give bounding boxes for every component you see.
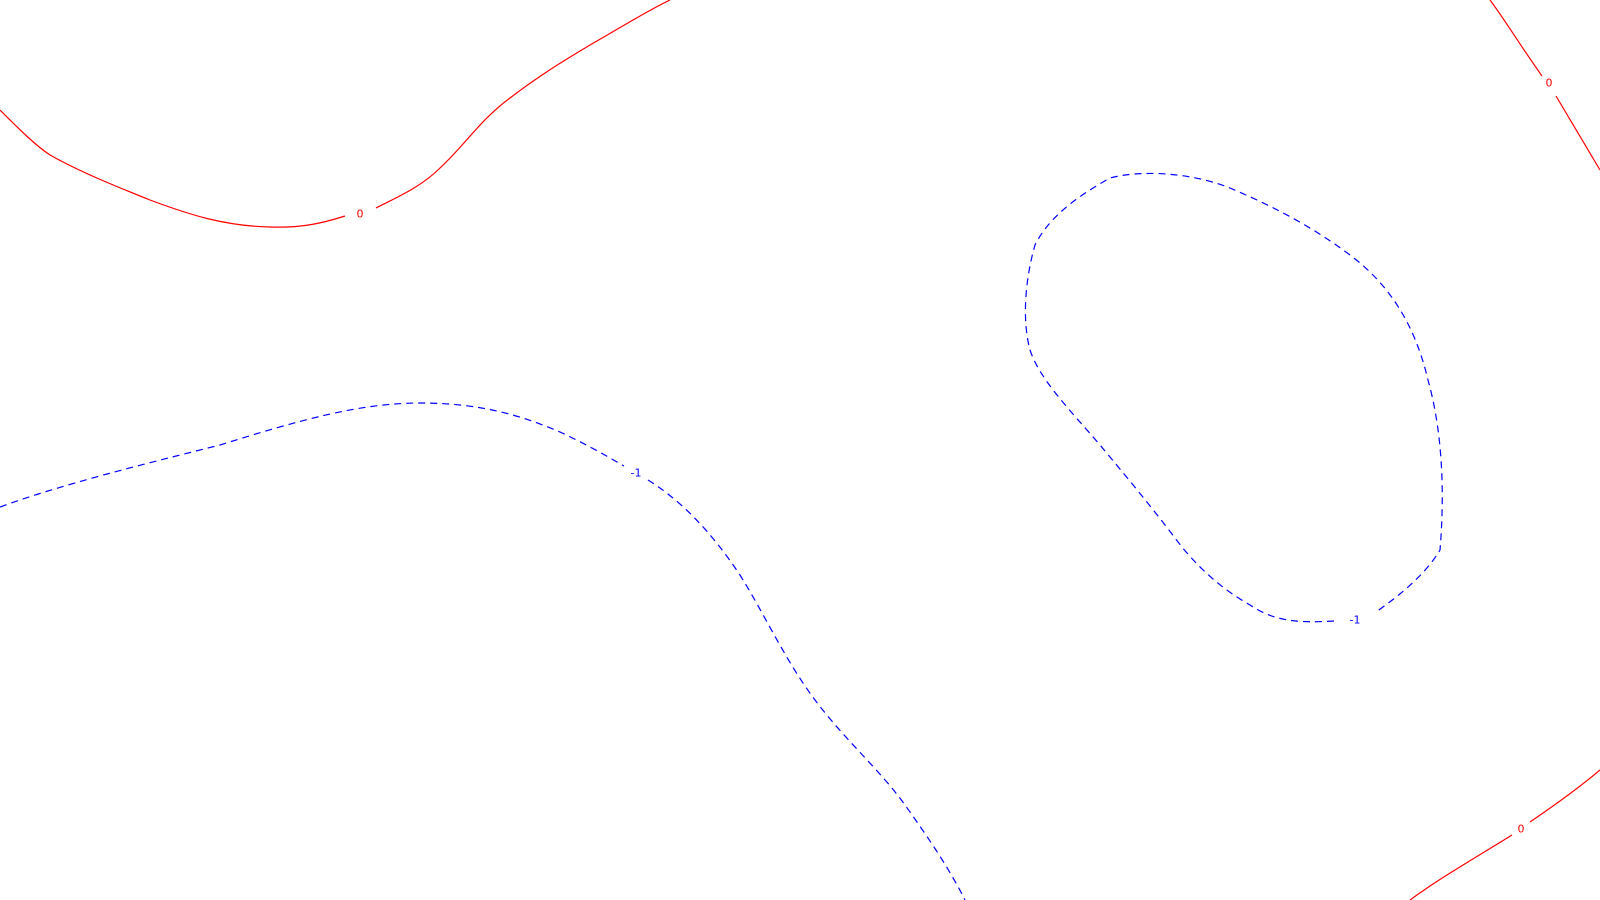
contour-line-zero-bottom-right: 0 [1409,769,1600,900]
contour-path [1489,0,1543,77]
contour-label: 0 [1546,77,1553,90]
contour-path [1409,834,1513,900]
contour-path [647,479,966,900]
contour-line-neg1-loop: -1 [1024,172,1443,627]
contour-path [0,109,346,228]
contour-path [0,402,625,508]
contour-path [1555,95,1600,171]
contour-line-neg1-left: -1 [0,402,966,900]
contour-label: 0 [1518,823,1525,836]
contour-path [375,0,671,209]
contour-path [1024,172,1443,623]
contour-label: -1 [1350,614,1361,627]
contour-line-zero-top-right: 0 [1489,0,1600,171]
contour-label: 0 [357,208,364,221]
contour-line-zero-top-left: 0 [0,0,671,228]
contour-path [1529,769,1600,823]
contour-label: -1 [631,467,642,480]
